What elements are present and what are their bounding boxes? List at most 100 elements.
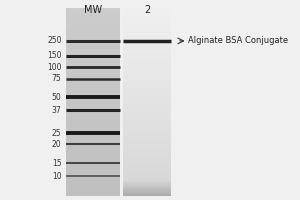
- FancyBboxPatch shape: [123, 23, 171, 25]
- FancyBboxPatch shape: [123, 70, 171, 72]
- Text: 150: 150: [47, 51, 62, 60]
- FancyBboxPatch shape: [66, 42, 120, 44]
- FancyBboxPatch shape: [66, 61, 120, 63]
- FancyBboxPatch shape: [123, 31, 171, 32]
- FancyBboxPatch shape: [123, 61, 171, 63]
- FancyBboxPatch shape: [123, 172, 171, 173]
- FancyBboxPatch shape: [66, 151, 120, 153]
- FancyBboxPatch shape: [66, 85, 120, 87]
- FancyBboxPatch shape: [123, 155, 171, 157]
- FancyBboxPatch shape: [123, 194, 171, 196]
- FancyBboxPatch shape: [123, 157, 171, 158]
- FancyBboxPatch shape: [66, 115, 120, 117]
- FancyBboxPatch shape: [66, 12, 120, 14]
- FancyBboxPatch shape: [66, 55, 120, 57]
- FancyBboxPatch shape: [123, 34, 171, 36]
- FancyBboxPatch shape: [66, 170, 120, 172]
- FancyBboxPatch shape: [66, 10, 120, 12]
- FancyBboxPatch shape: [66, 14, 120, 16]
- FancyBboxPatch shape: [66, 185, 120, 187]
- FancyBboxPatch shape: [66, 66, 120, 68]
- FancyBboxPatch shape: [66, 51, 120, 53]
- FancyBboxPatch shape: [123, 136, 171, 138]
- FancyBboxPatch shape: [66, 25, 120, 27]
- FancyBboxPatch shape: [123, 83, 171, 85]
- FancyBboxPatch shape: [66, 138, 120, 140]
- FancyBboxPatch shape: [123, 8, 171, 10]
- FancyBboxPatch shape: [123, 185, 171, 187]
- FancyBboxPatch shape: [123, 85, 171, 87]
- FancyBboxPatch shape: [123, 143, 171, 145]
- FancyBboxPatch shape: [123, 121, 171, 123]
- FancyBboxPatch shape: [123, 16, 171, 17]
- FancyBboxPatch shape: [123, 74, 171, 76]
- Text: 100: 100: [47, 63, 62, 72]
- FancyBboxPatch shape: [66, 119, 120, 121]
- FancyBboxPatch shape: [66, 102, 120, 104]
- FancyBboxPatch shape: [66, 59, 120, 61]
- FancyBboxPatch shape: [123, 162, 171, 164]
- FancyBboxPatch shape: [123, 125, 171, 126]
- FancyBboxPatch shape: [123, 188, 171, 190]
- FancyBboxPatch shape: [66, 83, 120, 85]
- FancyBboxPatch shape: [66, 19, 120, 21]
- FancyBboxPatch shape: [123, 10, 171, 12]
- FancyBboxPatch shape: [66, 70, 120, 72]
- FancyBboxPatch shape: [66, 76, 120, 78]
- Text: Alginate BSA Conjugate: Alginate BSA Conjugate: [188, 36, 288, 45]
- FancyBboxPatch shape: [66, 53, 120, 55]
- FancyBboxPatch shape: [123, 51, 171, 53]
- FancyBboxPatch shape: [66, 194, 120, 196]
- FancyBboxPatch shape: [123, 47, 171, 49]
- FancyBboxPatch shape: [123, 164, 171, 166]
- FancyBboxPatch shape: [123, 104, 171, 106]
- FancyBboxPatch shape: [66, 162, 120, 164]
- FancyBboxPatch shape: [123, 29, 171, 31]
- FancyBboxPatch shape: [66, 132, 120, 134]
- FancyBboxPatch shape: [123, 111, 171, 113]
- FancyBboxPatch shape: [66, 145, 120, 147]
- FancyBboxPatch shape: [66, 158, 120, 160]
- FancyBboxPatch shape: [123, 55, 171, 57]
- FancyBboxPatch shape: [123, 177, 171, 179]
- FancyBboxPatch shape: [66, 160, 120, 162]
- FancyBboxPatch shape: [123, 19, 171, 21]
- FancyBboxPatch shape: [66, 147, 120, 149]
- FancyBboxPatch shape: [66, 117, 120, 119]
- FancyBboxPatch shape: [123, 72, 171, 74]
- FancyBboxPatch shape: [123, 42, 171, 44]
- FancyBboxPatch shape: [66, 91, 120, 93]
- FancyBboxPatch shape: [66, 64, 120, 66]
- FancyBboxPatch shape: [66, 173, 120, 175]
- Text: 250: 250: [47, 36, 62, 45]
- FancyBboxPatch shape: [123, 66, 171, 68]
- FancyBboxPatch shape: [123, 40, 171, 42]
- FancyBboxPatch shape: [66, 125, 120, 126]
- FancyBboxPatch shape: [66, 108, 120, 110]
- FancyBboxPatch shape: [66, 78, 120, 79]
- FancyBboxPatch shape: [66, 89, 120, 91]
- FancyBboxPatch shape: [66, 153, 120, 155]
- FancyBboxPatch shape: [66, 141, 120, 143]
- FancyBboxPatch shape: [66, 36, 120, 38]
- FancyBboxPatch shape: [66, 111, 120, 113]
- Text: 25: 25: [52, 129, 62, 138]
- FancyBboxPatch shape: [123, 49, 171, 51]
- FancyBboxPatch shape: [66, 140, 120, 141]
- FancyBboxPatch shape: [66, 134, 120, 136]
- FancyBboxPatch shape: [123, 108, 171, 110]
- FancyBboxPatch shape: [66, 130, 120, 132]
- FancyBboxPatch shape: [66, 177, 120, 179]
- FancyBboxPatch shape: [123, 168, 171, 170]
- FancyBboxPatch shape: [66, 47, 120, 49]
- FancyBboxPatch shape: [66, 23, 120, 25]
- Text: 37: 37: [52, 106, 62, 115]
- FancyBboxPatch shape: [123, 36, 171, 38]
- FancyBboxPatch shape: [123, 138, 171, 140]
- FancyBboxPatch shape: [123, 63, 171, 64]
- FancyBboxPatch shape: [66, 46, 120, 47]
- FancyBboxPatch shape: [66, 44, 120, 46]
- FancyBboxPatch shape: [123, 64, 171, 66]
- FancyBboxPatch shape: [123, 179, 171, 181]
- Text: MW: MW: [84, 5, 102, 15]
